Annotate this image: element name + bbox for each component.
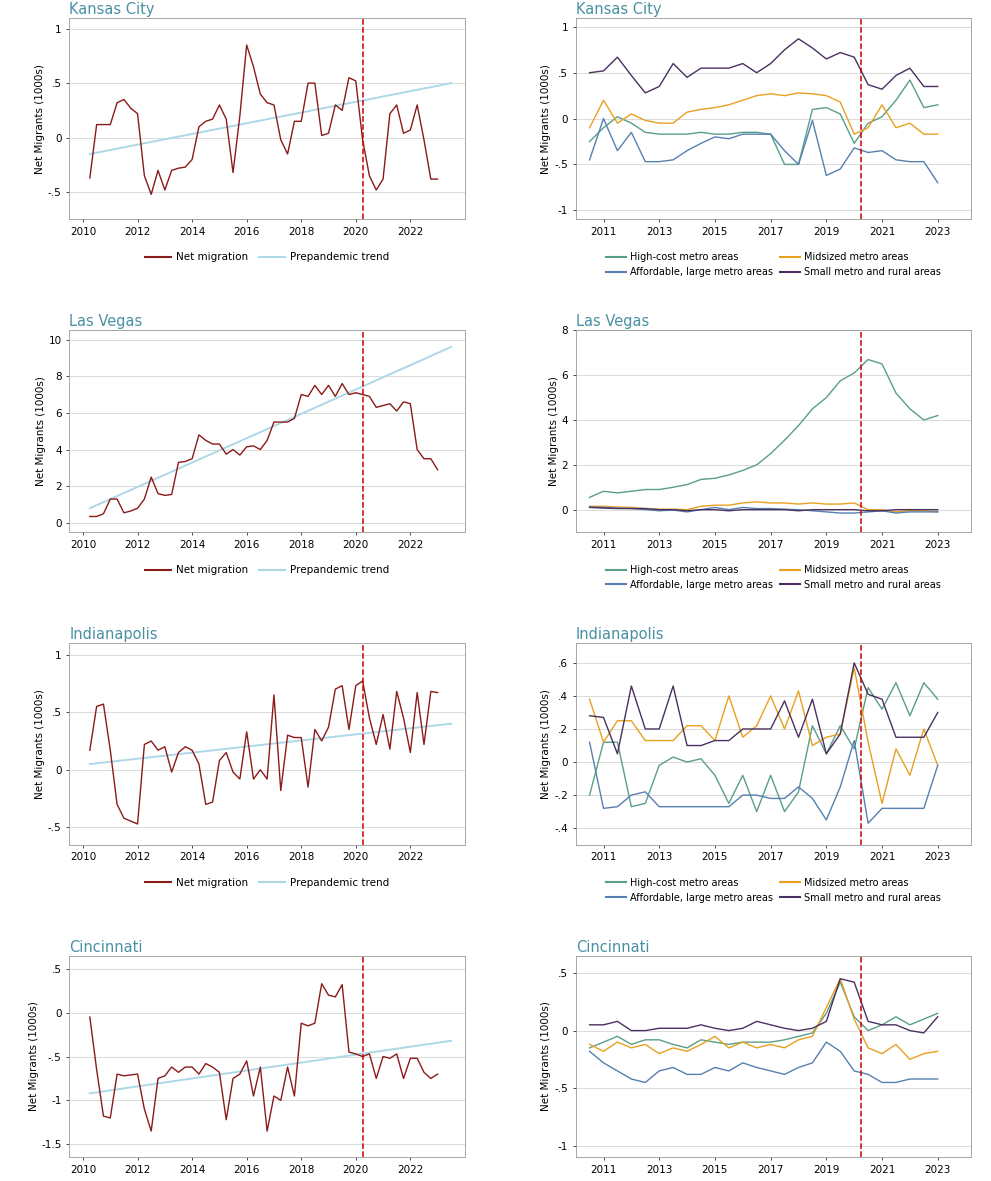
Text: Kansas City: Kansas City <box>576 1 661 17</box>
Text: Kansas City: Kansas City <box>69 1 155 17</box>
Text: Cincinnati: Cincinnati <box>576 940 649 954</box>
Y-axis label: Net Migrants (1000s): Net Migrants (1000s) <box>36 64 46 174</box>
Text: Cincinnati: Cincinnati <box>69 940 143 954</box>
Legend: Net migration, Prepandemic trend: Net migration, Prepandemic trend <box>141 248 393 267</box>
Text: Indianapolis: Indianapolis <box>576 627 664 641</box>
Y-axis label: Net Migrants (1000s): Net Migrants (1000s) <box>549 377 559 487</box>
Y-axis label: Net Migrants (1000s): Net Migrants (1000s) <box>541 689 551 798</box>
Legend: Net migration, Prepandemic trend: Net migration, Prepandemic trend <box>141 561 393 580</box>
Text: Las Vegas: Las Vegas <box>576 314 649 329</box>
Text: Indianapolis: Indianapolis <box>69 627 158 641</box>
Y-axis label: Net Migrants (1000s): Net Migrants (1000s) <box>36 689 46 798</box>
Legend: Net migration, Prepandemic trend: Net migration, Prepandemic trend <box>141 874 393 892</box>
Y-axis label: Net Migrants (1000s): Net Migrants (1000s) <box>541 1001 551 1111</box>
Text: Las Vegas: Las Vegas <box>69 314 143 329</box>
Y-axis label: Net Migrants (1000s): Net Migrants (1000s) <box>541 64 551 174</box>
Legend: High-cost metro areas, Affordable, large metro areas, Midsized metro areas, Smal: High-cost metro areas, Affordable, large… <box>603 248 944 281</box>
Legend: High-cost metro areas, Affordable, large metro areas, Midsized metro areas, Smal: High-cost metro areas, Affordable, large… <box>603 561 944 594</box>
Y-axis label: Net Migrants (1000s): Net Migrants (1000s) <box>36 377 46 487</box>
Y-axis label: Net Migrants (1000s): Net Migrants (1000s) <box>29 1001 39 1111</box>
Legend: High-cost metro areas, Affordable, large metro areas, Midsized metro areas, Smal: High-cost metro areas, Affordable, large… <box>603 874 944 907</box>
